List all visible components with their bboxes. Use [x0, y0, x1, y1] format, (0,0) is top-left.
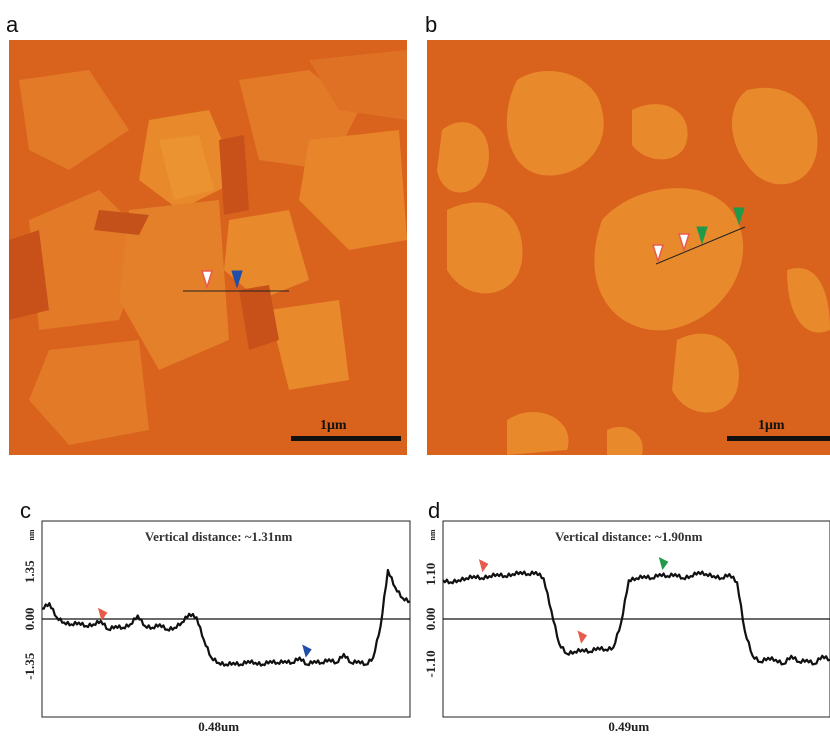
profile-line [41, 568, 411, 667]
x-axis-label: 0.49um [608, 719, 649, 734]
afm-image-a: 1μm [9, 40, 407, 455]
profile-marker [577, 630, 588, 644]
panel-label-b: b [425, 12, 438, 37]
profile-line [442, 570, 830, 666]
scalebar-a [291, 436, 401, 441]
y-tick-label: 0.00 [22, 608, 37, 631]
y-tick-label: -1.35 [22, 652, 37, 680]
y-tick-label: -1.10 [423, 650, 438, 677]
y-tick-label: 1.10 [423, 563, 438, 586]
y-axis-unit: nm [428, 529, 437, 540]
panel-label-c: c [20, 498, 31, 523]
profile-marker [658, 557, 669, 571]
y-tick-label: 0.00 [423, 608, 438, 631]
x-axis-label: 0.48um [198, 719, 239, 734]
y-axis-unit: nm [27, 529, 36, 540]
scalebar-label-b: 1μm [758, 418, 785, 433]
profile-title: Vertical distance: ~1.31nm [145, 529, 293, 544]
afm-image-b: 1μm [427, 40, 830, 455]
profile-marker [478, 559, 489, 573]
scalebar-label-a: 1μm [320, 418, 347, 433]
height-profile-d: Vertical distance: ~1.90nm 1.10 0.00 -1.10 n… [408, 518, 830, 738]
panel-label-a: a [6, 12, 19, 37]
profile-title: Vertical distance: ~1.90nm [555, 529, 703, 544]
panel-label-d: d [428, 498, 441, 523]
y-tick-label: 1.35 [22, 560, 37, 583]
profile-marker [302, 644, 312, 658]
height-profile-c: Vertical distance: ~1.31nm 1.35 0.00 -1.35 n… [0, 518, 420, 738]
scalebar-b [727, 436, 830, 441]
profile-marker [97, 607, 108, 621]
